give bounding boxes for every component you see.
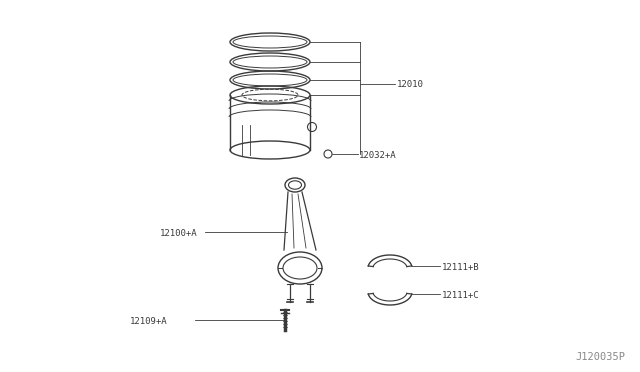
Text: 12111+C: 12111+C bbox=[442, 291, 479, 299]
Text: 12100+A: 12100+A bbox=[160, 228, 198, 237]
Text: J120035P: J120035P bbox=[575, 352, 625, 362]
Text: 12111+B: 12111+B bbox=[442, 263, 479, 272]
Text: 12109+A: 12109+A bbox=[130, 317, 168, 326]
Text: 12032+A: 12032+A bbox=[359, 151, 397, 160]
Text: 12010: 12010 bbox=[397, 80, 424, 89]
